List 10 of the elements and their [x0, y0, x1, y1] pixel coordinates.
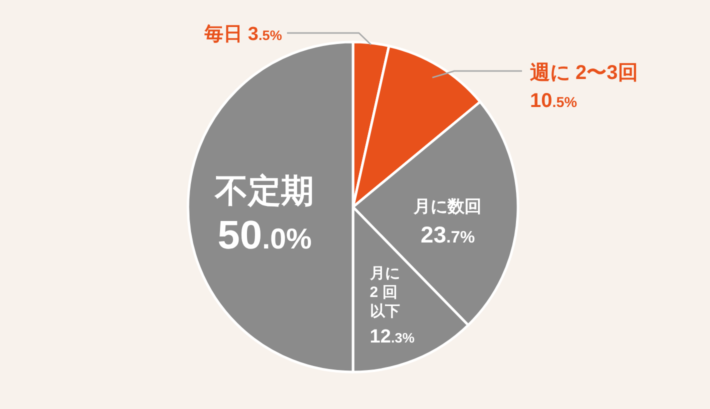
- slice-label: 月に2 回以下: [368, 265, 400, 320]
- slice-label: 不定期: [214, 172, 314, 209]
- data-label: 23.7%: [420, 221, 476, 248]
- slice-label: 毎日: [204, 24, 248, 45]
- slice-label: 月に数回: [412, 197, 482, 216]
- data-label: 10.5%: [530, 90, 578, 112]
- data-label: 3.5%: [248, 24, 282, 45]
- slice-label: 週に 2〜3回: [529, 62, 638, 84]
- data-label: 12.3%: [370, 326, 414, 348]
- data-label: 50.0%: [218, 213, 312, 258]
